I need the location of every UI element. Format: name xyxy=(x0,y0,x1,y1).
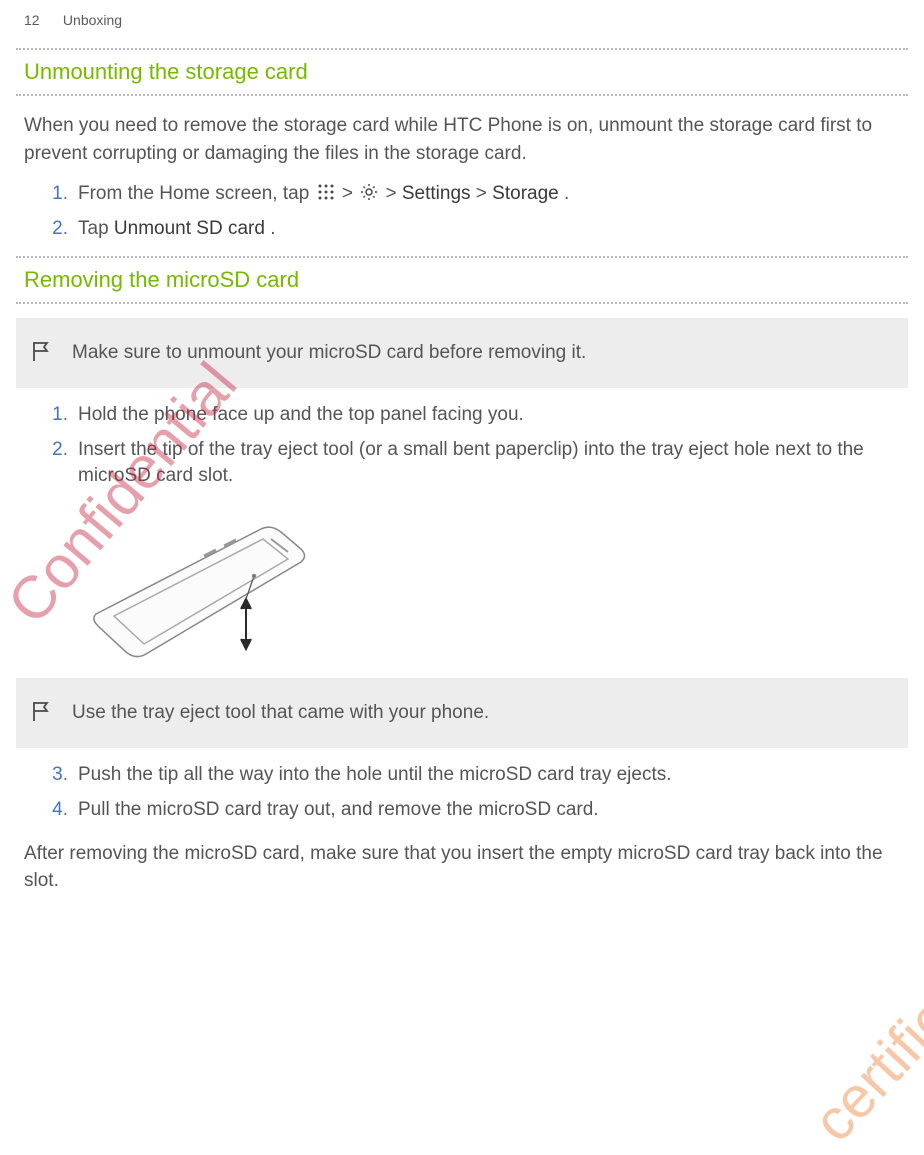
step-item: 4. Pull the microSD card tray out, and r… xyxy=(54,797,900,824)
step-text-pre: Tap xyxy=(78,218,114,239)
step-number: 3. xyxy=(46,762,68,789)
step-text-gt: > xyxy=(476,183,492,204)
section2-steps-a: 1. Hold the phone face up and the top pa… xyxy=(16,402,908,490)
step-text-mid2: > xyxy=(385,183,401,204)
step-text-post: . xyxy=(270,218,275,239)
section2-title: Removing the microSD card xyxy=(16,264,908,296)
step-number: 2. xyxy=(46,437,68,464)
apps-grid-icon xyxy=(317,183,335,201)
flag-icon xyxy=(30,340,52,362)
step-text: Insert the tip of the tray eject tool (o… xyxy=(78,439,864,487)
callout-text: Make sure to unmount your microSD card b… xyxy=(72,342,586,363)
step-number: 2. xyxy=(46,216,68,243)
step-text: Pull the microSD card tray out, and remo… xyxy=(78,799,599,820)
step-item: 3. Push the tip all the way into the hol… xyxy=(54,762,900,789)
callout-use-tool: Use the tray eject tool that came with y… xyxy=(16,678,908,748)
step-text: Push the tip all the way into the hole u… xyxy=(78,764,672,785)
section1-title: Unmounting the storage card xyxy=(16,56,908,88)
phone-illustration xyxy=(76,504,336,664)
step-bold-storage: Storage xyxy=(492,183,559,204)
step-text: Hold the phone face up and the top panel… xyxy=(78,404,524,425)
step-item: 1. From the Home screen, tap > > Setting… xyxy=(54,181,900,208)
step-text-pre: From the Home screen, tap xyxy=(78,183,315,204)
callout-unmount-first: Make sure to unmount your microSD card b… xyxy=(16,318,908,388)
divider xyxy=(16,256,908,258)
settings-gear-icon xyxy=(360,183,378,201)
chapter-name: Unboxing xyxy=(63,12,122,28)
step-bold-settings: Settings xyxy=(402,183,471,204)
divider xyxy=(16,302,908,304)
callout-text: Use the tray eject tool that came with y… xyxy=(72,702,489,723)
step-number: 1. xyxy=(46,402,68,429)
section2-steps-b: 3. Push the tip all the way into the hol… xyxy=(16,762,908,823)
step-text-post: . xyxy=(564,183,569,204)
divider xyxy=(16,94,908,96)
page-number: 12 xyxy=(24,12,40,28)
step-number: 4. xyxy=(46,797,68,824)
step-item: 1. Hold the phone face up and the top pa… xyxy=(54,402,900,429)
step-item: 2. Insert the tip of the tray eject tool… xyxy=(54,437,900,490)
step-bold-unmount: Unmount SD card xyxy=(114,218,265,239)
divider xyxy=(16,48,908,50)
step-text-mid: > xyxy=(342,183,358,204)
section2-after: After removing the microSD card, make su… xyxy=(16,831,908,894)
step-item: 2. Tap Unmount SD card . xyxy=(54,216,900,243)
page-header: 12 Unboxing xyxy=(16,12,908,28)
flag-icon xyxy=(30,700,52,722)
section1-steps: 1. From the Home screen, tap > > Setting… xyxy=(16,181,908,242)
step-number: 1. xyxy=(46,181,68,208)
section1-intro: When you need to remove the storage card… xyxy=(16,102,908,181)
